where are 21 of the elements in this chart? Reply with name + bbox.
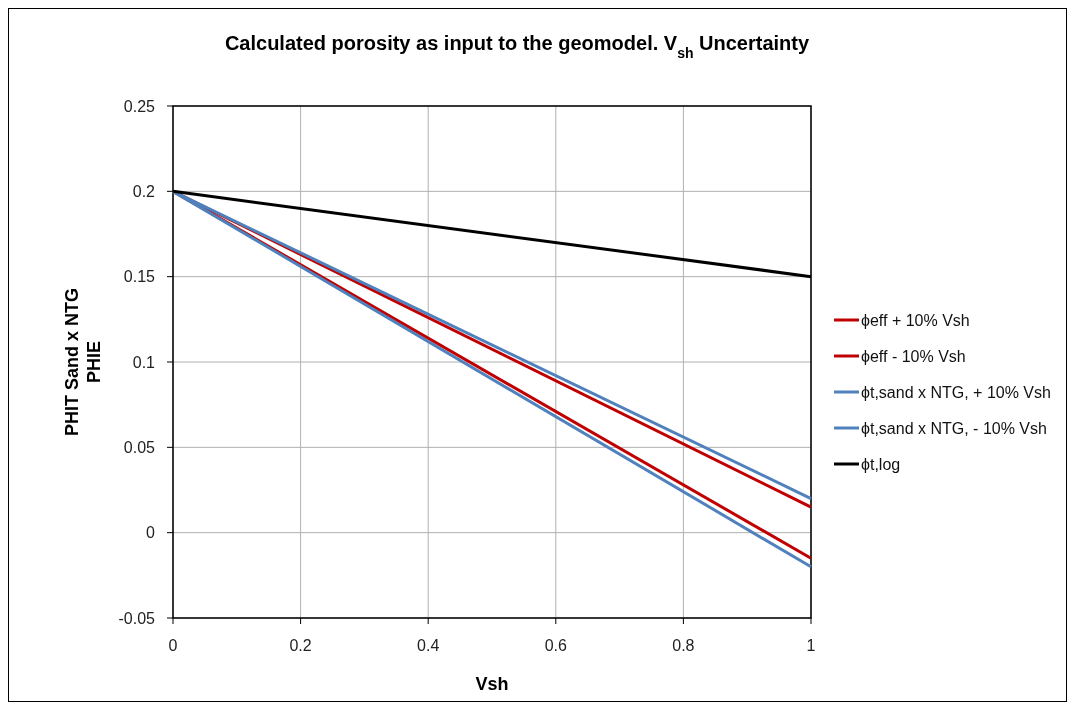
x-tick-label: 0.8 <box>672 637 695 654</box>
y-tick-label: 0.2 <box>132 182 156 200</box>
chart-title: Calculated porosity as input to the geomodel. V$_{sh}$ Uncertainty <box>224 32 810 61</box>
legend-label: ϕt,sand x NTG, - 10% Vsh <box>861 419 1047 437</box>
x-tick-label: 0.4 <box>417 637 440 654</box>
y-tick-label: 0.1 <box>132 353 156 371</box>
x-tick-label: 0.2 <box>289 637 312 654</box>
y-tick-label: -0.05 <box>118 609 156 627</box>
y-tick-label: 0.15 <box>123 268 156 286</box>
y-tick-label: 0 <box>146 524 156 542</box>
y-tick-label: 0.25 <box>123 97 156 115</box>
y-tick-label: 0.05 <box>123 438 156 456</box>
legend-label: ϕeff - 10% Vsh <box>861 347 966 365</box>
y-axis-title: PHIT Sand x NTG PHIE <box>62 287 104 437</box>
legend-label: ϕt,sand x NTG, + 10% Vsh <box>861 383 1051 401</box>
x-tick-label: 1 <box>806 637 816 654</box>
legend-label: ϕeff + 10% Vsh <box>861 311 970 329</box>
x-tick-label: 0 <box>168 637 178 654</box>
x-tick-label: 0.6 <box>544 637 568 654</box>
x-axis-title: Vsh <box>475 674 509 694</box>
legend-label: ϕt,log <box>861 455 901 473</box>
